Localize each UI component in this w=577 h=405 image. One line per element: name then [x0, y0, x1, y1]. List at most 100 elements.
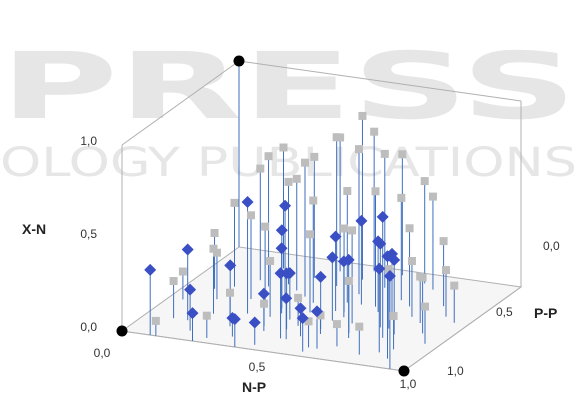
- z-tick-2: 1,0: [80, 134, 97, 148]
- point-square-33: [442, 266, 450, 275]
- point-diamond-29: [280, 292, 293, 305]
- point-diamond-19: [355, 214, 368, 227]
- point-square-0: [169, 277, 178, 285]
- point-square-17: [421, 302, 429, 311]
- point-square-4: [284, 177, 293, 186]
- point-square-38: [230, 198, 239, 207]
- watermark: PRESS OLOGY PUBLICATIONS: [0, 33, 577, 186]
- point-square-42: [202, 311, 211, 320]
- point-circle-2: [233, 55, 245, 67]
- z-tick-1: 0,5: [80, 227, 97, 241]
- point-square-25: [292, 174, 301, 183]
- x-tick-1: 0,5: [249, 360, 266, 374]
- point-diamond-16: [381, 250, 394, 263]
- point-square-2: [209, 244, 218, 253]
- point-diamond-18: [241, 196, 254, 208]
- point-square-40: [178, 267, 187, 276]
- y-tick-1: 0,5: [496, 305, 513, 319]
- point-square-37: [420, 177, 429, 186]
- point-square-44: [389, 311, 398, 320]
- point-diamond-13: [374, 237, 387, 250]
- x-axis-label: N-P: [242, 379, 266, 395]
- tick-labels: 0,0 0,5 1,0 0,0 0,5 1,0 0,0 0,5 1,0: [80, 134, 560, 391]
- point-square-23: [355, 322, 364, 331]
- point-diamond-21: [184, 283, 197, 296]
- point-circle-1: [398, 365, 410, 377]
- point-diamond-15: [373, 262, 386, 275]
- y-tick-2: 1,0: [447, 364, 464, 378]
- x-tick-0: 0,0: [94, 346, 111, 360]
- data-points: [116, 55, 459, 377]
- x-tick-2: 1,0: [400, 377, 417, 391]
- point-square-30: [261, 222, 270, 231]
- point-diamond-0: [144, 263, 157, 276]
- point-diamond-4: [228, 313, 241, 326]
- y-axis-line: [403, 286, 522, 372]
- axis-labels: N-P P-P X-N: [22, 221, 557, 395]
- point-square-43: [450, 281, 459, 290]
- top-left-edge: [121, 60, 240, 146]
- point-diamond-32: [326, 251, 339, 264]
- point-square-32: [439, 237, 448, 246]
- point-square-1: [212, 248, 221, 257]
- point-square-9: [355, 145, 363, 154]
- point-diamond-2: [186, 307, 199, 320]
- point-square-10: [380, 149, 389, 158]
- point-diamond-31: [275, 224, 288, 237]
- z-axis-label: X-N: [22, 221, 46, 237]
- y-tick-0: 0,0: [543, 239, 560, 253]
- point-square-6: [301, 158, 309, 167]
- point-square-19: [260, 299, 269, 308]
- point-diamond-8: [294, 302, 307, 315]
- point-square-8: [358, 111, 367, 120]
- point-diamond-26: [383, 270, 396, 282]
- point-square-45: [304, 317, 313, 326]
- point-square-24: [264, 152, 273, 161]
- point-square-50: [384, 265, 393, 274]
- point-square-13: [405, 224, 414, 233]
- point-square-29: [256, 164, 265, 173]
- point-square-47: [266, 257, 275, 265]
- point-square-51: [279, 143, 288, 152]
- point-circle-0: [116, 325, 128, 337]
- point-square-11: [371, 187, 380, 196]
- floor-plane: [120, 246, 523, 372]
- point-square-26: [309, 196, 318, 205]
- top-back-edge: [238, 60, 522, 102]
- watermark-line-1: PRESS: [0, 33, 577, 140]
- point-diamond-1: [181, 243, 194, 256]
- point-diamond-23: [296, 312, 309, 325]
- point-diamond-27: [248, 316, 261, 329]
- point-square-49: [344, 276, 353, 285]
- point-square-34: [370, 127, 379, 136]
- point-square-18: [226, 288, 234, 297]
- point-square-16: [418, 273, 427, 282]
- point-square-12: [397, 193, 406, 202]
- point-diamond-24: [279, 199, 292, 212]
- point-square-46: [306, 230, 315, 239]
- point-square-14: [407, 257, 416, 265]
- y-axis-label: P-P: [534, 305, 557, 321]
- point-square-39: [210, 229, 219, 237]
- point-square-31: [428, 192, 437, 201]
- point-diamond-11: [311, 305, 323, 318]
- point-diamond-7: [274, 267, 287, 280]
- z-tick-0: 0,0: [80, 320, 97, 334]
- point-square-27: [343, 187, 352, 195]
- point-square-21: [316, 311, 325, 320]
- point-diamond-12: [342, 253, 355, 266]
- point-square-48: [340, 224, 349, 233]
- point-diamond-9: [314, 270, 327, 283]
- x-axis-line: [121, 330, 405, 372]
- point-square-28: [348, 226, 357, 235]
- point-square-41: [151, 316, 160, 325]
- point-square-7: [332, 133, 341, 142]
- point-diamond-20: [275, 242, 288, 255]
- point-diamond-17: [329, 230, 342, 243]
- point-diamond-14: [376, 210, 389, 223]
- point-square-22: [332, 320, 341, 329]
- point-square-35: [398, 150, 407, 159]
- point-diamond-30: [224, 259, 237, 272]
